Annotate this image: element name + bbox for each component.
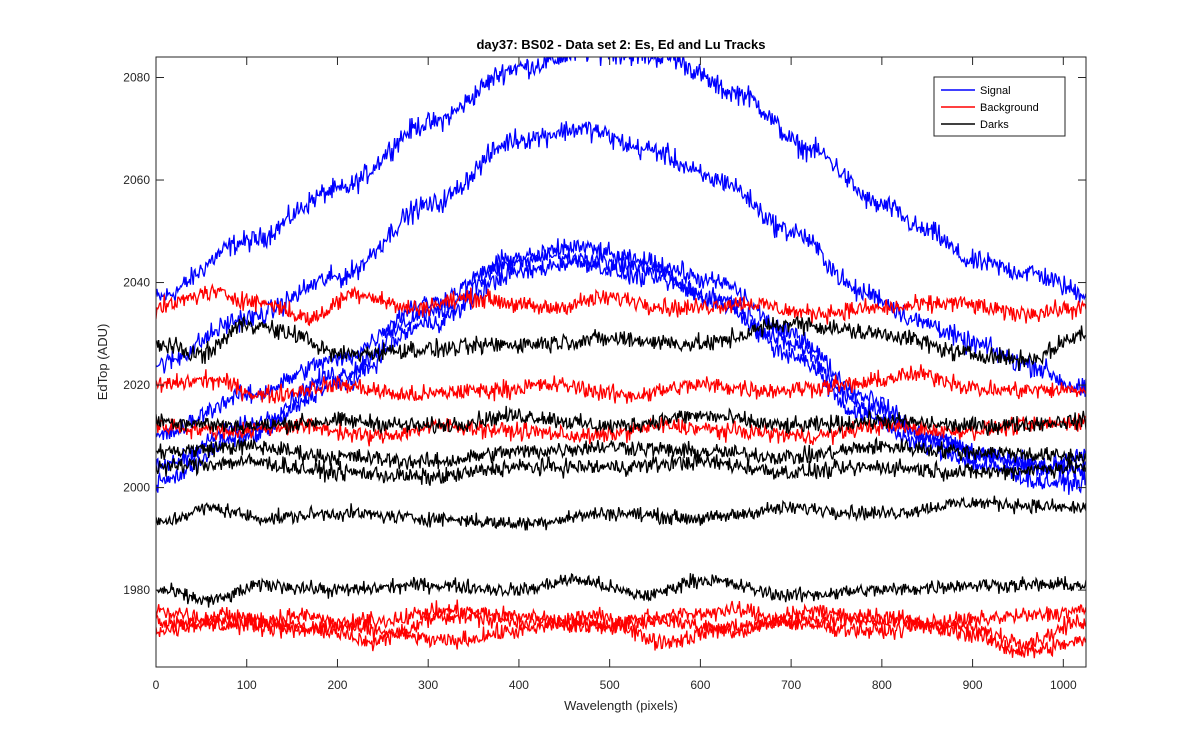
- x-tick-label: 600: [690, 678, 710, 692]
- series-layer: [156, 57, 1086, 659]
- series-line-signal-1: [156, 121, 1086, 397]
- series-line-background-9: [156, 606, 1086, 659]
- series-line-darks-14: [156, 452, 1086, 486]
- x-tick-label: 400: [509, 678, 529, 692]
- series-line-darks-15: [156, 495, 1086, 531]
- x-axis-label: Wavelength (pixels): [564, 698, 678, 713]
- series-line-signal-0: [156, 57, 1086, 303]
- series-line-darks-13: [156, 436, 1086, 470]
- x-tick-label: 1000: [1050, 678, 1077, 692]
- ticks-layer: 0 100 200 300 400 500 600 700 800 900 1000 1980 2000…: [123, 57, 1086, 692]
- legend-label-darks: Darks: [980, 119, 1009, 131]
- series-line-background-10: [156, 599, 1086, 640]
- x-tick-label: 500: [600, 678, 620, 692]
- series-line-background-6: [156, 364, 1086, 404]
- series-line-darks-16: [156, 573, 1086, 608]
- series-line-darks-11: [156, 315, 1086, 371]
- plot-area: [156, 57, 1086, 667]
- x-tick-label: 200: [327, 678, 347, 692]
- legend: Signal Background Darks: [933, 76, 1066, 137]
- series-line-background-7: [156, 413, 1086, 447]
- axes-frame: [155, 56, 1087, 668]
- y-axis-label: EdTop (ADU): [95, 324, 110, 401]
- x-tick-label: 0: [153, 678, 160, 692]
- legend-label-signal: Signal: [980, 85, 1011, 97]
- legend-label-background: Background: [980, 102, 1039, 114]
- x-tick-label: 900: [963, 678, 983, 692]
- series-line-darks-12: [156, 405, 1086, 436]
- x-tick-label: 800: [872, 678, 892, 692]
- y-tick-label: 2000: [123, 481, 150, 495]
- x-tick-label: 100: [237, 678, 257, 692]
- y-tick-label: 2080: [123, 71, 150, 85]
- y-tick-label: 1980: [123, 583, 150, 597]
- x-tick-label: 700: [781, 678, 801, 692]
- series-line-signal-4: [156, 254, 1086, 493]
- chart-title: day37: BS02 - Data set 2: Es, Ed and Lu …: [476, 37, 765, 52]
- y-tick-label: 2020: [123, 378, 150, 392]
- series-line-background-5: [156, 282, 1086, 327]
- y-tick-label: 2060: [123, 173, 150, 187]
- y-tick-label: 2040: [123, 276, 150, 290]
- x-tick-label: 300: [418, 678, 438, 692]
